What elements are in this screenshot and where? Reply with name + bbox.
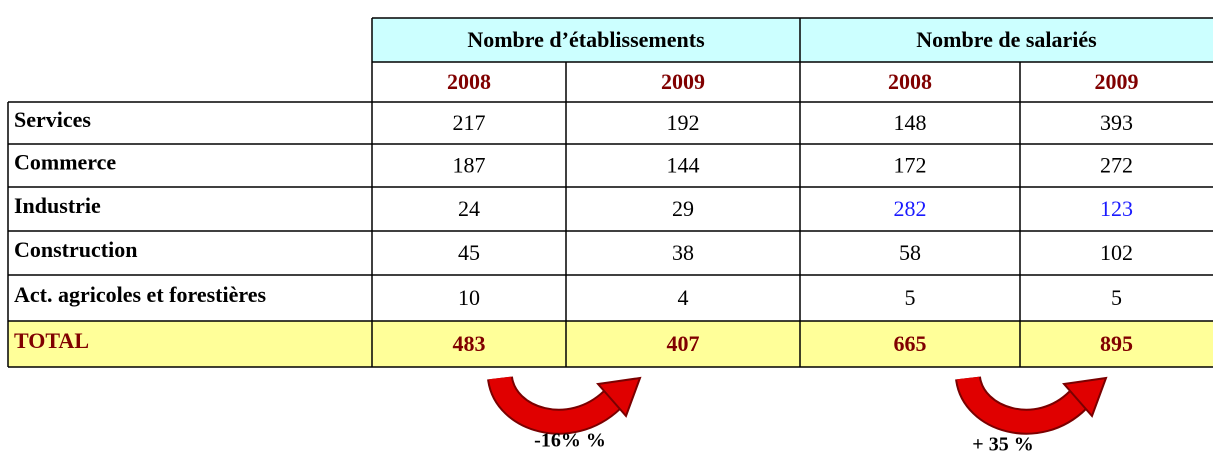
table: Nombre d’établissements 2008 2009 Nombre de… (7, 17, 1213, 368)
row-label: Industrie (14, 193, 101, 218)
cell-value: 192 (667, 110, 700, 135)
row-label: TOTAL (14, 328, 89, 353)
cell-value: 665 (894, 331, 927, 356)
annotation: + 35 % (972, 434, 1033, 456)
cell-value: 144 (667, 153, 700, 178)
cell-value: 102 (1100, 240, 1133, 265)
cell-value: 148 (894, 110, 927, 135)
cell-value: 272 (1100, 153, 1133, 178)
cell-value: 4 (678, 285, 689, 310)
cell-value: 38 (672, 240, 694, 265)
row-label: Act. agricoles et forestières (14, 282, 267, 307)
row-label: Commerce (14, 150, 116, 175)
group-header: Nombre d’établissements (467, 27, 705, 52)
row-label: Construction (14, 237, 137, 262)
cell-value: 29 (672, 196, 694, 221)
year-header: 2009 (661, 69, 705, 94)
cell-value: 5 (905, 285, 916, 310)
year-header: 2008 (888, 69, 932, 94)
cell-value: 24 (458, 196, 480, 221)
header-bg (372, 18, 1213, 62)
cell-value: 10 (458, 285, 480, 310)
arrow-right (955, 375, 1108, 435)
cell-value: 483 (453, 331, 486, 356)
year-header: 2009 (1095, 69, 1139, 94)
arrow-left (487, 375, 642, 435)
total-bg (8, 321, 1213, 367)
row-label: Services (14, 107, 91, 132)
cell-value: 217 (453, 110, 486, 135)
cell-value: 45 (458, 240, 480, 265)
annotation: -16% % (534, 430, 606, 452)
cell-value: 58 (899, 240, 921, 265)
cell-value: 407 (667, 331, 700, 356)
cell-value: 895 (1100, 331, 1133, 356)
cell-value: 393 (1100, 110, 1133, 135)
cell-value: 172 (894, 153, 927, 178)
group-header: Nombre de salariés (916, 27, 1097, 52)
year-header: 2008 (447, 69, 491, 94)
cell-value: 5 (1111, 285, 1122, 310)
cell-value: 187 (453, 153, 486, 178)
cell-value: 282 (894, 196, 927, 221)
cell-value: 123 (1100, 196, 1133, 221)
